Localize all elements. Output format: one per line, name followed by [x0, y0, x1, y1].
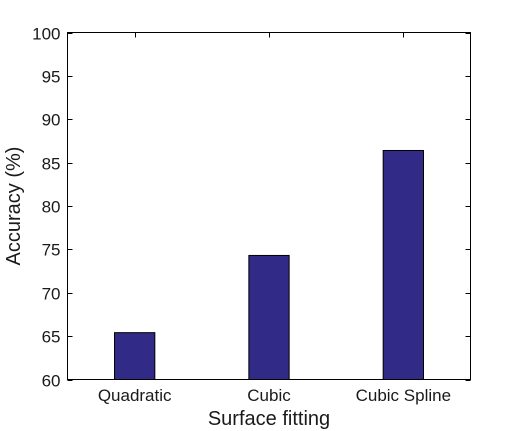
x-axis-title: Surface fitting — [208, 408, 330, 430]
y-tick-label: 85 — [42, 155, 61, 174]
x-tick-label: Cubic Spline — [356, 386, 451, 405]
y-tick-label: 60 — [42, 372, 61, 391]
y-tick-label: 75 — [42, 241, 61, 260]
y-tick-label: 80 — [42, 198, 61, 217]
bar — [382, 149, 424, 380]
x-tick-labels: Quadratic Cubic Cubic Spline — [98, 386, 451, 405]
y-tick-label: 100 — [32, 25, 60, 44]
x-tick-label: Cubic — [247, 386, 291, 405]
bars — [114, 149, 424, 380]
plot-frame — [67, 32, 471, 380]
x-tick-label: Quadratic — [98, 386, 172, 405]
y-tick-label: 95 — [42, 68, 61, 87]
y-tick-label: 65 — [42, 328, 61, 347]
y-tick-label: 90 — [42, 111, 61, 130]
y-axis-title: Accuracy (%) — [3, 147, 25, 266]
y-tick-label: 70 — [42, 285, 61, 304]
bar — [114, 332, 156, 380]
y-tick-labels: 60 65 70 75 80 85 90 95 100 — [32, 25, 60, 391]
bar — [248, 254, 290, 380]
